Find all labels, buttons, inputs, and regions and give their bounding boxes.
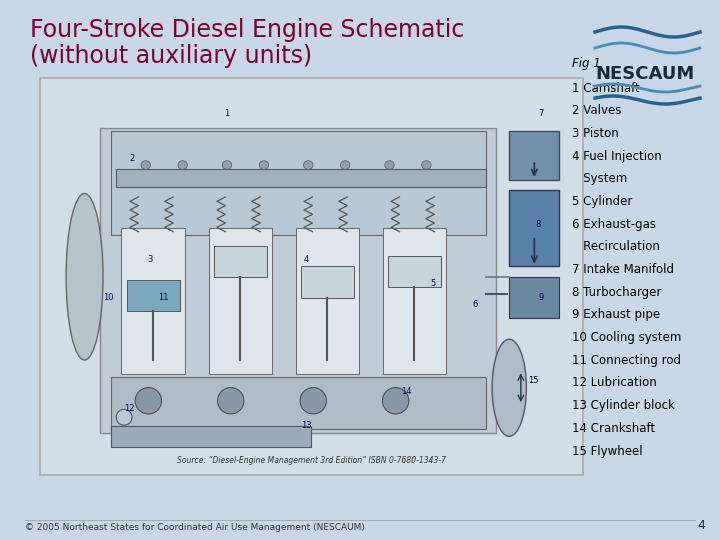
Bar [111,131,485,235]
Ellipse shape [66,193,103,360]
Text: 10 Cooling system: 10 Cooling system [572,331,682,344]
Text: Fig 1: Fig 1 [572,57,601,70]
Text: © 2005 Northeast States for Coordinated Air Use Management (NESCAUM): © 2005 Northeast States for Coordinated … [25,523,365,532]
Bar [509,131,559,180]
Text: 11: 11 [158,293,169,302]
Text: 11 Connecting rod: 11 Connecting rod [572,354,681,367]
Text: Four-Stroke Diesel Engine Schematic: Four-Stroke Diesel Engine Schematic [30,18,464,42]
Text: 7 Intake Manifold: 7 Intake Manifold [572,263,675,276]
Bar [301,266,354,298]
Text: Source: “Diesel-Engine Management 3rd Edition” ISBN 0-7680-1343-7: Source: “Diesel-Engine Management 3rd Ed… [177,456,446,465]
Text: 8: 8 [536,220,541,229]
Ellipse shape [384,161,395,170]
Text: 1 Camshaft: 1 Camshaft [572,82,640,94]
Text: 5 Cylinder: 5 Cylinder [572,195,633,208]
Text: 14 Crankshaft: 14 Crankshaft [572,422,655,435]
Ellipse shape [222,161,232,170]
Ellipse shape [141,161,150,170]
Ellipse shape [259,161,269,170]
Text: 2: 2 [130,154,135,163]
Text: 2 Valves: 2 Valves [572,104,622,117]
Text: (without auxiliary units): (without auxiliary units) [30,44,312,68]
Bar [111,377,485,429]
Bar [111,426,311,447]
Bar [382,228,446,374]
Bar [209,228,272,374]
Text: NESCAUM: NESCAUM [595,65,695,83]
Text: System: System [572,172,628,185]
Text: 13: 13 [301,421,312,430]
Ellipse shape [492,339,526,436]
Text: 4: 4 [304,255,309,264]
Text: 3: 3 [148,255,153,264]
Bar [40,78,583,475]
Circle shape [382,388,409,414]
Text: 14: 14 [401,387,412,396]
Circle shape [300,388,326,414]
Circle shape [116,409,132,425]
Circle shape [217,388,244,414]
Text: 15: 15 [528,376,539,386]
Text: 5: 5 [430,279,436,288]
Bar [100,127,496,433]
Text: 15 Flywheel: 15 Flywheel [572,444,643,457]
Text: 10: 10 [103,293,114,302]
Text: 9: 9 [539,293,544,302]
Text: 6: 6 [472,300,477,309]
Bar [388,256,441,287]
Bar [122,228,185,374]
Text: 3 Piston: 3 Piston [572,127,619,140]
Text: 12 Lubrication: 12 Lubrication [572,376,657,389]
Text: 4: 4 [697,519,705,532]
Text: 8 Turbocharger: 8 Turbocharger [572,286,662,299]
Bar [296,228,359,374]
Ellipse shape [304,161,313,170]
Text: 6 Exhaust-gas: 6 Exhaust-gas [572,218,657,231]
Bar [509,190,559,266]
Bar [509,276,559,319]
Bar [214,246,266,276]
Ellipse shape [178,161,187,170]
Bar [127,280,179,312]
Text: 1: 1 [225,109,230,118]
Text: Recirculation: Recirculation [572,240,660,253]
Text: 13 Cylinder block: 13 Cylinder block [572,399,675,412]
Text: 7: 7 [539,109,544,118]
Text: 12: 12 [124,404,135,413]
Text: 4 Fuel Injection: 4 Fuel Injection [572,150,662,163]
Text: 9 Exhaust pipe: 9 Exhaust pipe [572,308,660,321]
Ellipse shape [422,161,431,170]
Bar [116,169,485,186]
Ellipse shape [341,161,350,170]
Circle shape [135,388,161,414]
